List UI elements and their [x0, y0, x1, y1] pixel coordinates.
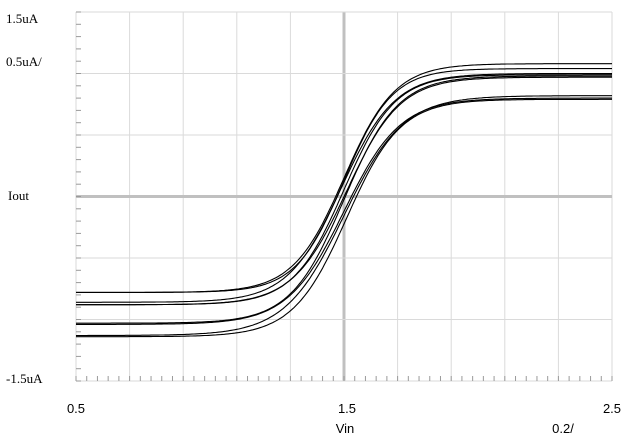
series-line-9 [76, 98, 612, 338]
x-axis-label: Vin [336, 421, 355, 436]
x-tick-label-mid: 1.5 [338, 401, 356, 416]
series-line-5 [76, 76, 612, 306]
x-tick-label-max: 2.5 [603, 401, 621, 416]
y-division-label: 0.5uA/ [6, 54, 42, 69]
series-line-2 [76, 68, 612, 293]
y-axis-label: Iout [8, 188, 29, 203]
series-line-8 [76, 95, 612, 337]
x-tick-label-min: 0.5 [67, 401, 85, 416]
axis-ticks [75, 11, 613, 382]
series-group [76, 63, 612, 338]
series-line-6 [76, 75, 612, 324]
y-tick-label-bottom: -1.5uA [6, 371, 43, 386]
y-tick-label-top: 1.5uA [6, 11, 39, 26]
x-division-label: 0.2/ [552, 421, 574, 436]
series-line-7 [76, 97, 612, 325]
series-line-3 [76, 72, 612, 303]
